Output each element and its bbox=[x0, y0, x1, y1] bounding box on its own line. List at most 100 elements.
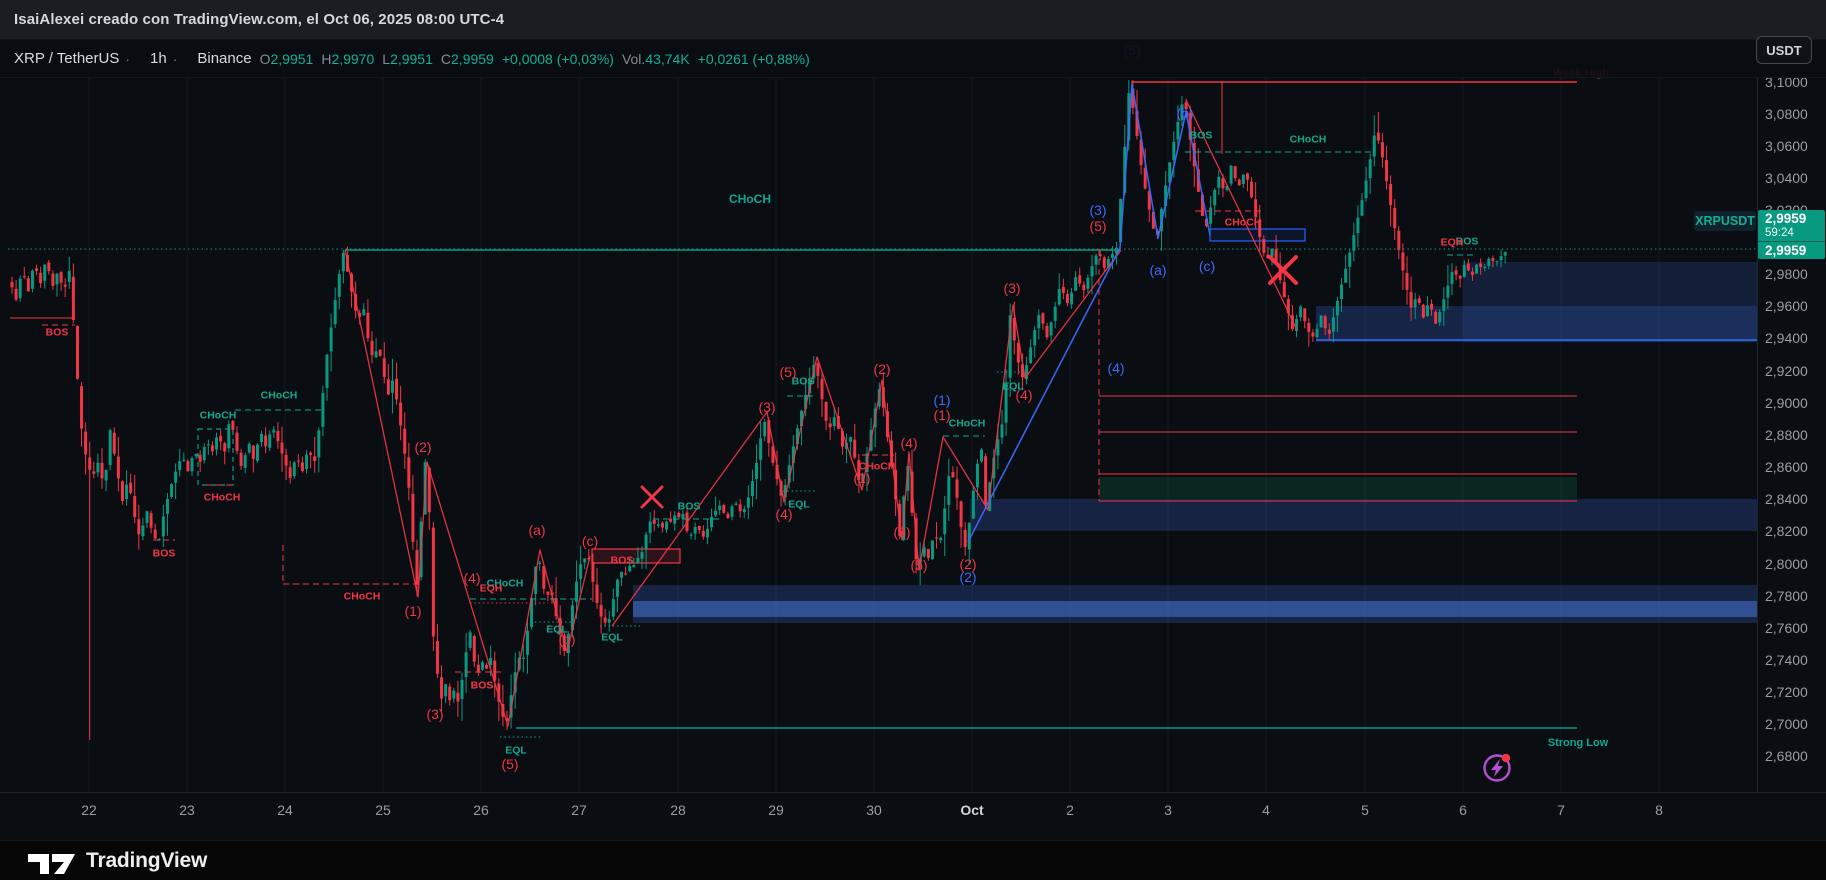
candle-body bbox=[1245, 173, 1249, 180]
candle-body bbox=[460, 680, 464, 700]
candle-body bbox=[464, 652, 468, 677]
currency-toggle-button[interactable]: USDT bbox=[1756, 36, 1812, 64]
candle-body bbox=[399, 402, 403, 426]
candle-body bbox=[480, 662, 484, 670]
candle-body bbox=[415, 550, 419, 585]
chart-annotation-label: BOS bbox=[1190, 130, 1213, 142]
candle-body bbox=[1462, 265, 1466, 278]
candle-body bbox=[1487, 258, 1491, 266]
candle-body bbox=[276, 430, 280, 442]
candle-body bbox=[1335, 300, 1339, 316]
candle-body bbox=[280, 442, 284, 454]
candle-body bbox=[1065, 294, 1069, 304]
chart-annotation-label: (b) bbox=[558, 631, 575, 647]
chart-annotation-label: BOS bbox=[46, 327, 69, 339]
price-scale-label: 2,8200 bbox=[1765, 523, 1808, 539]
candle-body bbox=[341, 252, 345, 272]
price-scale-label: 2,9400 bbox=[1765, 330, 1808, 346]
candle-body bbox=[800, 410, 804, 427]
candle-body bbox=[440, 677, 444, 699]
candle-body bbox=[955, 479, 959, 498]
candle-body bbox=[530, 598, 534, 627]
price-scale-label: 3,1000 bbox=[1765, 74, 1808, 90]
candle-body bbox=[456, 692, 460, 702]
candle-body bbox=[660, 522, 664, 528]
candle-body bbox=[137, 519, 141, 535]
time-scale-label: 3 bbox=[1164, 802, 1172, 818]
candle-body bbox=[125, 484, 129, 500]
price-scale-label: 2,9600 bbox=[1765, 298, 1808, 314]
candle-body bbox=[1397, 230, 1401, 250]
symbol-name[interactable]: XRP / TetherUS bbox=[14, 50, 120, 67]
price-scale-label: 2,7400 bbox=[1765, 652, 1808, 668]
alert-lightning-icon bbox=[1483, 754, 1511, 782]
chart-annotation-label: (3) bbox=[1003, 280, 1020, 296]
candle-body bbox=[521, 657, 525, 659]
candle-body bbox=[1466, 263, 1470, 271]
candle-body bbox=[840, 430, 844, 447]
candle-body bbox=[1119, 198, 1123, 242]
chart-annotation-label: CHoCH bbox=[859, 461, 896, 473]
candle-body bbox=[108, 430, 112, 465]
candle-body bbox=[1368, 159, 1372, 179]
exchange-name: Binance bbox=[197, 50, 252, 67]
candle-body bbox=[935, 537, 939, 539]
candle-body bbox=[1352, 235, 1356, 251]
candle-body bbox=[382, 358, 386, 377]
candle-body bbox=[1180, 104, 1184, 120]
candle-body bbox=[30, 270, 34, 289]
candle-body bbox=[1417, 298, 1421, 303]
candle-body bbox=[804, 394, 808, 409]
candle-body bbox=[861, 474, 865, 483]
candle-body bbox=[1393, 207, 1397, 229]
price-scale-label: 3,0400 bbox=[1765, 170, 1808, 186]
candle-body bbox=[145, 511, 149, 523]
candle-body bbox=[1258, 219, 1262, 238]
candle-body bbox=[505, 718, 509, 721]
candle-body bbox=[1074, 277, 1078, 291]
candle-body bbox=[992, 457, 996, 479]
candle-body bbox=[795, 428, 799, 445]
candle-body bbox=[1241, 174, 1245, 184]
candle-body bbox=[648, 521, 652, 533]
candle-body bbox=[652, 519, 656, 524]
candle-body bbox=[1070, 292, 1074, 305]
price-scale[interactable]: 3,10003,08003,06003,04003,02002,98002,96… bbox=[1757, 74, 1826, 792]
chart-annotation-label: (a) bbox=[528, 522, 545, 538]
candle-body bbox=[1205, 218, 1209, 226]
tradingview-brand-text[interactable]: TradingView bbox=[86, 848, 208, 872]
chart-annotation-label: (b) bbox=[1176, 105, 1193, 121]
chart-annotation-label: EQL bbox=[1002, 381, 1024, 393]
candle-body bbox=[1323, 316, 1327, 329]
annotation-box bbox=[1209, 228, 1306, 242]
candle-body bbox=[763, 421, 767, 437]
candle-body bbox=[92, 471, 96, 474]
time-scale[interactable]: 22 23 24 25 26 27 28 29 30 Oct 2 3 4 5 6 7 8 bbox=[0, 792, 1826, 840]
chart-annotation-label: CHoCH bbox=[949, 418, 986, 430]
candle-body bbox=[431, 527, 435, 637]
chart-annotation-label: EQL bbox=[505, 745, 527, 757]
candle-body bbox=[1184, 102, 1188, 110]
candle-body bbox=[951, 472, 955, 478]
candle-body bbox=[722, 505, 726, 513]
candle-body bbox=[120, 481, 124, 501]
candle-body bbox=[755, 462, 759, 479]
candle-body bbox=[194, 453, 198, 457]
candle-body bbox=[231, 420, 235, 430]
candle-body bbox=[611, 599, 615, 617]
candle-body bbox=[705, 528, 709, 538]
candle-body bbox=[697, 525, 701, 530]
interval-value[interactable]: 1h bbox=[150, 50, 167, 67]
chart-annotation-label: (4) bbox=[1015, 387, 1032, 403]
candle-body bbox=[309, 452, 313, 455]
candle-body bbox=[546, 591, 550, 595]
candle-body bbox=[1098, 254, 1102, 256]
title-bar: IsaiAlexei creado con TradingView.com, e… bbox=[0, 0, 1826, 40]
tradingview-logo-icon[interactable] bbox=[28, 847, 76, 875]
chart-annotation-label: EQH bbox=[480, 583, 503, 595]
wave-trendline bbox=[1185, 99, 1298, 331]
candle-body bbox=[1164, 185, 1168, 207]
chart-annotation-label: (4) bbox=[1107, 360, 1124, 376]
candle-body bbox=[525, 630, 529, 655]
